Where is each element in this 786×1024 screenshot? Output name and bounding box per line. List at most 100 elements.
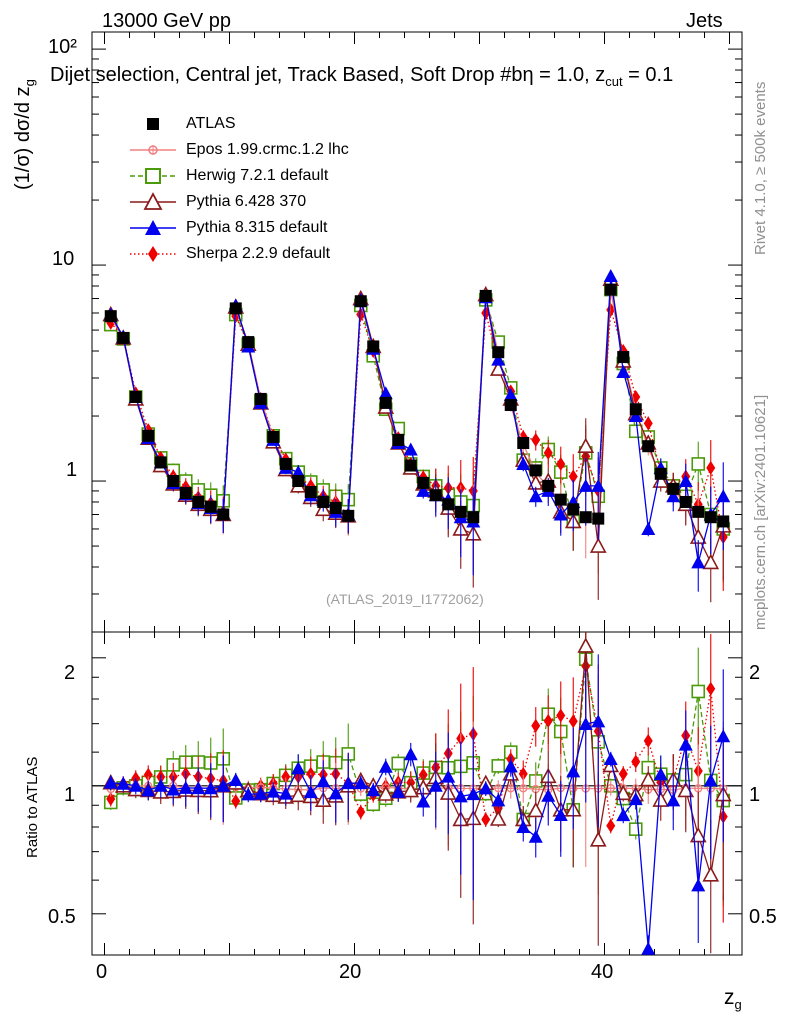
pythia8-ratio-point-44 bbox=[653, 767, 668, 781]
legend-entry-epos: Epos 1.99.crmc.1.2 lhc bbox=[128, 138, 349, 162]
pythia8-ratio-point-34 bbox=[528, 829, 543, 843]
herwig-main-point-42 bbox=[628, 424, 643, 439]
legend-entry-sherpa: Sherpa 2.2.9 default bbox=[128, 242, 330, 266]
pythia8-main-point-34 bbox=[528, 489, 543, 503]
atlas-main-point-4 bbox=[154, 456, 167, 469]
pythia8-ratio-point-32 bbox=[503, 759, 518, 773]
pythia8-main-point-43 bbox=[641, 521, 656, 535]
atlas-main-point-37 bbox=[567, 503, 580, 516]
herwig-ratio-point-31 bbox=[491, 759, 506, 773]
atlas-main-point-47 bbox=[692, 505, 705, 518]
legend-marker-atlas bbox=[147, 118, 159, 130]
pythia8-main-point-42 bbox=[628, 409, 643, 423]
pythia8-ratio-point-49 bbox=[716, 729, 731, 743]
pythia8-main-point-24 bbox=[403, 442, 418, 456]
pythia8-ratio-point-25 bbox=[416, 794, 431, 808]
pythia6-main-point-38 bbox=[577, 437, 595, 453]
legend-label-epos: Epos 1.99.crmc.1.2 lhc bbox=[186, 141, 349, 158]
atlas-main-point-26 bbox=[429, 489, 442, 502]
atlas-main-point-17 bbox=[317, 495, 330, 508]
pythia8-ratio-point-0 bbox=[103, 775, 118, 789]
pythia8-ratio-point-16 bbox=[303, 785, 318, 799]
pythia6-ratio-point-43 bbox=[639, 770, 657, 787]
pythia8-ratio-point-41 bbox=[616, 808, 631, 822]
atlas-main-point-8 bbox=[204, 500, 217, 513]
atlas-main-point-48 bbox=[704, 511, 717, 524]
atlas-main-point-18 bbox=[329, 502, 342, 515]
axis-ticks bbox=[92, 32, 742, 955]
atlas-main-point-49 bbox=[717, 515, 730, 528]
atlas-main-point-16 bbox=[304, 485, 317, 498]
atlas-main-point-27 bbox=[442, 498, 455, 511]
pythia8-main-point-31 bbox=[491, 352, 506, 366]
pythia8-main-point-38 bbox=[578, 478, 593, 492]
x-axis-label-sub: g bbox=[734, 997, 742, 1013]
legend-label-sherpa: Sherpa 2.2.9 default bbox=[186, 245, 331, 262]
atlas-main-point-23 bbox=[392, 433, 405, 446]
pythia6-main-point-39 bbox=[589, 537, 607, 553]
analysis-watermark: (ATLAS_2019_I1772062) bbox=[326, 591, 484, 607]
sherpa-ratio-point-33 bbox=[518, 766, 528, 781]
pythia8-ratio-point-43 bbox=[641, 941, 656, 955]
pythia8-ratio-point-3 bbox=[141, 783, 156, 797]
atlas-main-point-21 bbox=[367, 340, 380, 353]
ratio-panel-series bbox=[102, 632, 732, 955]
legend-label-pythia8: Pythia 8.315 default bbox=[186, 219, 328, 236]
atlas-main-point-45 bbox=[667, 482, 680, 495]
sherpa-ratio-point-43 bbox=[643, 733, 653, 748]
pythia8-main-point-32 bbox=[503, 388, 518, 402]
pythia8-ratio-point-4 bbox=[153, 778, 168, 792]
main-y-axis-label-text: (1/σ) dσ/d z bbox=[12, 86, 34, 190]
atlas-main-point-31 bbox=[492, 346, 505, 359]
pythia6-ratio-point-44 bbox=[652, 791, 670, 807]
sherpa-ratio-point-36 bbox=[556, 708, 566, 723]
pythia8-ratio-point-39 bbox=[591, 714, 606, 728]
y-tick-label-10: 10 bbox=[52, 248, 75, 270]
plot-title: Dijet selection, Central jet, Track Base… bbox=[50, 64, 673, 89]
legend-marker-pythia8 bbox=[130, 220, 176, 235]
pythia6-ratio-point-41 bbox=[614, 784, 632, 801]
pythia8-main-point-22 bbox=[378, 386, 393, 400]
ratio-tick-label-right-0.5: 0.5 bbox=[749, 906, 777, 928]
atlas-main-point-0 bbox=[104, 310, 117, 323]
ratio-tick-label-left-0.5: 0.5 bbox=[48, 906, 76, 928]
legend-entry-herwig: Herwig 7.2.1 default bbox=[128, 164, 328, 188]
pythia8-ratio-point-1 bbox=[116, 776, 131, 790]
sherpa-ratio-point-37 bbox=[568, 714, 578, 729]
pythia8-ratio-point-46 bbox=[678, 737, 693, 751]
ratio-tick-label-left-2: 2 bbox=[64, 662, 76, 684]
atlas-main-point-38 bbox=[579, 511, 592, 524]
legend-marker-sherpa bbox=[130, 246, 176, 262]
atlas-main-point-41 bbox=[617, 351, 630, 364]
pythia8-ratio-point-35 bbox=[541, 788, 556, 802]
atlas-main-point-25 bbox=[417, 476, 430, 489]
pythia8-ratio-point-33 bbox=[516, 820, 531, 834]
sherpa-main-point-35 bbox=[543, 445, 553, 460]
y-tick-label-100: 10² bbox=[48, 36, 77, 58]
pythia8-ratio-point-26 bbox=[428, 778, 443, 792]
herwig-ratio-point-42 bbox=[628, 822, 643, 836]
atlas-main-point-32 bbox=[504, 398, 517, 411]
pythia6-ratio-point-34 bbox=[527, 801, 545, 818]
pythia8-ratio-point-9 bbox=[216, 778, 231, 792]
herwig-main-point-47 bbox=[691, 457, 706, 471]
pythia6-ratio-point-24 bbox=[402, 781, 420, 798]
pythia8-ratio-point-47 bbox=[691, 878, 706, 892]
pythia8-ratio-point-37 bbox=[566, 764, 581, 778]
sherpa-ratio-point-14 bbox=[281, 769, 291, 784]
pythia8-main-point-49 bbox=[716, 489, 731, 503]
ratio-panel-frame bbox=[91, 631, 743, 956]
pythia6-ratio-point-15 bbox=[289, 786, 307, 803]
legend-label-atlas: ATLAS bbox=[186, 115, 236, 132]
main-panel-series bbox=[102, 269, 732, 603]
pythia8-ratio-point-45 bbox=[666, 793, 681, 807]
atlas-main-point-46 bbox=[679, 495, 692, 508]
pythia8-ratio-point-6 bbox=[178, 780, 193, 794]
atlas-main-point-15 bbox=[292, 475, 305, 488]
pythia6-ratio-point-39 bbox=[589, 831, 607, 847]
atlas-main-point-39 bbox=[592, 512, 605, 525]
pythia8-ratio-point-22 bbox=[378, 759, 393, 773]
pythia8-ratio-point-30 bbox=[478, 781, 493, 795]
pythia8-ratio-point-36 bbox=[553, 808, 568, 822]
pythia8-main-point-46 bbox=[678, 474, 693, 488]
